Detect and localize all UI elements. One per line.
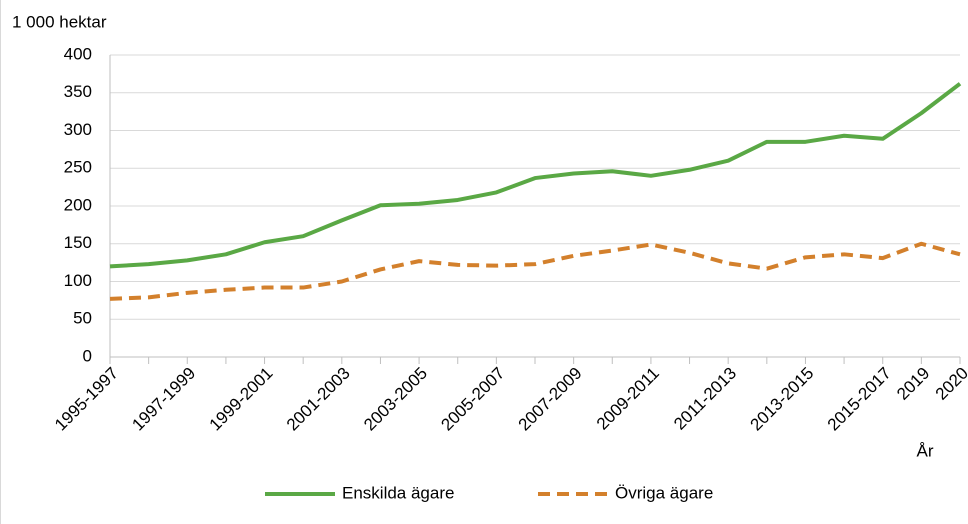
x-tick-label: 2020 — [932, 364, 968, 404]
series-line — [109, 82, 962, 269]
y-tick-label: 200 — [64, 195, 92, 214]
x-tick-label: 2007-2009 — [515, 364, 586, 435]
x-tick-label: 2003-2005 — [360, 364, 431, 435]
x-tick-label: 2009-2011 — [593, 364, 663, 434]
x-tick-label: 2001-2003 — [283, 364, 354, 435]
x-tick-label: 2019 — [893, 364, 933, 404]
x-tick-label: 2013-2015 — [747, 364, 818, 435]
legend-label: Enskilda ägare — [342, 483, 454, 502]
x-tick-label: 2015-2017 — [824, 364, 895, 435]
y-tick-label: 0 — [83, 346, 92, 365]
legend-label: Övriga ägare — [615, 483, 713, 502]
y-tick-label: 150 — [64, 233, 92, 252]
x-tick-label: 2005-2007 — [437, 364, 508, 435]
y-tick-label: 350 — [64, 82, 92, 101]
x-tick-label: 1999-2001 — [206, 364, 277, 435]
y-tick-label: 100 — [64, 271, 92, 290]
y-tick-label: 400 — [64, 44, 92, 63]
y-axis-label: 1 000 hektar — [12, 12, 107, 31]
y-tick-label: 50 — [73, 309, 92, 328]
x-tick-label: 1995-1997 — [51, 364, 122, 435]
series-line — [109, 241, 961, 301]
x-tick-label: 1997-1999 — [128, 364, 199, 435]
x-axis-label: År — [917, 441, 934, 460]
y-tick-label: 300 — [64, 120, 92, 139]
y-tick-label: 250 — [64, 158, 92, 177]
x-tick-label: 2011-2013 — [670, 364, 740, 434]
